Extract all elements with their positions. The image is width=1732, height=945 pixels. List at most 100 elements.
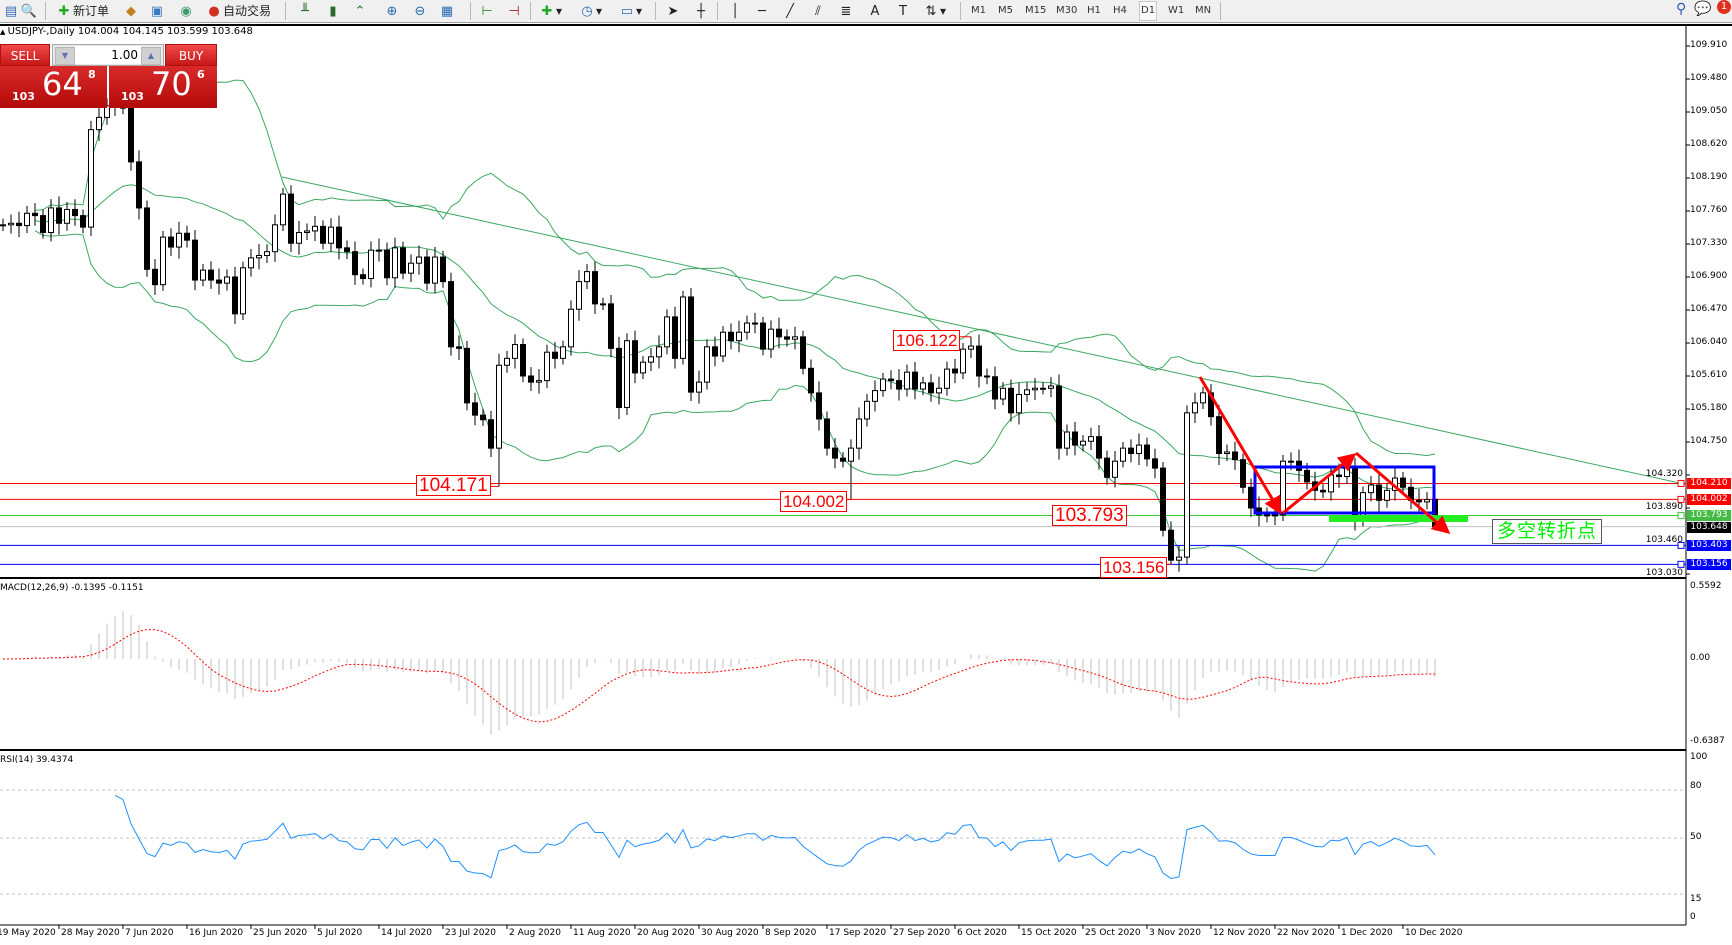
candle-bullish bbox=[24, 212, 30, 227]
price-line-label: 103.156 bbox=[1687, 559, 1731, 571]
data-window-icon[interactable]: 🔍 bbox=[20, 4, 38, 19]
zoom-out-icon[interactable]: ⊖ bbox=[414, 4, 426, 19]
date-axis-label: 27 Sep 2020 bbox=[893, 928, 951, 938]
bollinger-lower-band bbox=[34, 230, 1436, 572]
candlesticks-icon[interactable]: ▮ bbox=[329, 4, 337, 19]
rsi-label: RSI(14) 39.4374 bbox=[0, 755, 74, 765]
candle-bearish bbox=[1304, 469, 1310, 483]
sell-price-pips: 64 bbox=[42, 65, 83, 103]
buy-price[interactable]: 103 70 6 bbox=[109, 65, 217, 108]
equidistant-channel-icon[interactable]: ⫽ bbox=[815, 4, 821, 19]
candle-bullish bbox=[432, 256, 438, 284]
new-order-button[interactable]: ✚ 新订单 bbox=[55, 2, 109, 20]
timeframe-h4[interactable]: H4 bbox=[1113, 5, 1127, 16]
timeframe-d1[interactable]: D1 bbox=[1139, 1, 1158, 21]
arrows-icon[interactable]: ⇅ ▾ bbox=[925, 4, 947, 19]
candle-bullish bbox=[0, 224, 6, 227]
candle-bullish bbox=[560, 346, 566, 359]
line-handle-icon bbox=[1677, 560, 1685, 568]
candle-bearish bbox=[528, 375, 534, 383]
candle-bullish bbox=[272, 224, 278, 253]
chart-shift-icon[interactable]: ⊣ bbox=[508, 4, 520, 19]
candle-bullish bbox=[752, 322, 758, 325]
price-axis-label: 106.470 bbox=[1690, 304, 1728, 314]
candle-bullish bbox=[960, 348, 966, 374]
trendline-icon[interactable]: ╱ bbox=[786, 4, 794, 19]
candle-bearish bbox=[888, 378, 894, 382]
price-axis-label: 107.760 bbox=[1690, 205, 1728, 215]
zoom-in-icon[interactable]: ⊕ bbox=[386, 4, 398, 19]
candle-bullish bbox=[1200, 392, 1206, 404]
candle-bearish bbox=[608, 303, 614, 349]
candle-bullish bbox=[392, 247, 398, 279]
candle-bearish bbox=[352, 251, 358, 276]
candle-bearish bbox=[824, 418, 830, 449]
candle-bullish bbox=[1120, 447, 1126, 462]
timeframe-w1[interactable]: W1 bbox=[1168, 5, 1185, 16]
candle-bearish bbox=[216, 279, 222, 284]
text-label-icon[interactable]: T bbox=[899, 4, 907, 19]
horizontal-line-icon[interactable]: ─ bbox=[758, 4, 766, 19]
volume-increase-icon[interactable]: ▲ bbox=[141, 47, 161, 65]
date-axis-label: 5 Jul 2020 bbox=[317, 928, 363, 938]
price-annotation-label[interactable]: 104.002 bbox=[780, 491, 848, 512]
line-chart-icon[interactable]: ⌃ bbox=[354, 4, 366, 19]
notifications-icon[interactable]: 💬 bbox=[1694, 1, 1712, 17]
candle-bearish bbox=[464, 347, 470, 404]
fibonacci-icon[interactable]: ≣ bbox=[840, 4, 852, 19]
candle-bearish bbox=[592, 271, 598, 305]
candle-bullish bbox=[880, 378, 886, 392]
crosshair-icon[interactable]: ┼ bbox=[697, 4, 705, 19]
timeframe-h1[interactable]: H1 bbox=[1087, 5, 1101, 16]
price-annotation-label[interactable]: 103.793 bbox=[1052, 505, 1127, 526]
market-watch-icon[interactable]: ▤ bbox=[4, 4, 18, 19]
indicators-icon[interactable]: ✚ ▾ bbox=[541, 4, 563, 19]
chart-window[interactable] bbox=[0, 24, 1732, 945]
price-annotation-label[interactable]: 103.156 bbox=[1100, 557, 1168, 578]
price-annotation-label[interactable]: 106.122 bbox=[893, 330, 961, 351]
tile-windows-icon[interactable]: ▦ bbox=[440, 4, 454, 19]
cursor-icon[interactable]: ➤ bbox=[667, 4, 679, 19]
timeframe-m1[interactable]: M1 bbox=[971, 5, 986, 16]
price-axis-label: 109.050 bbox=[1690, 106, 1728, 116]
signals-icon[interactable]: ◉ bbox=[180, 4, 192, 19]
notification-badge[interactable]: 1 bbox=[1717, 0, 1731, 14]
pivot-note-label[interactable]: 多空转折点 bbox=[1492, 519, 1602, 544]
timeframe-m30[interactable]: M30 bbox=[1056, 5, 1078, 16]
toolbar-separator bbox=[655, 2, 656, 20]
timeframe-mn[interactable]: MN bbox=[1195, 5, 1212, 16]
strategy-tester-icon[interactable]: ◆ bbox=[126, 4, 136, 19]
sell-button[interactable]: SELL bbox=[0, 44, 50, 66]
periods-icon[interactable]: ◷ ▾ bbox=[581, 4, 603, 19]
candle-bullish bbox=[264, 251, 270, 257]
candle-bearish bbox=[360, 274, 366, 280]
terminal-icon[interactable]: ▣ bbox=[150, 4, 164, 19]
candle-bearish bbox=[1072, 431, 1078, 446]
toolbar-separator bbox=[960, 2, 961, 20]
price-annotation-label[interactable]: 104.171 bbox=[416, 475, 491, 496]
search-icon[interactable]: ⚲ bbox=[1676, 1, 1687, 17]
volume-stepper[interactable]: ▼ 1.00 ▲ bbox=[52, 44, 164, 66]
auto-scroll-icon[interactable]: ⊢ bbox=[481, 4, 493, 19]
candle-bullish bbox=[1088, 436, 1094, 442]
volume-decrease-icon[interactable]: ▼ bbox=[55, 47, 75, 65]
buy-button[interactable]: BUY bbox=[165, 44, 217, 66]
auto-trading-button[interactable]: ● 自动交易 bbox=[205, 2, 271, 20]
bar-chart-icon[interactable]: ╨ bbox=[301, 4, 309, 19]
candle-bearish bbox=[344, 247, 350, 253]
text-icon[interactable]: A bbox=[870, 4, 880, 19]
timeframe-m5[interactable]: M5 bbox=[998, 5, 1013, 16]
timeframe-m15[interactable]: M15 bbox=[1025, 5, 1047, 16]
candle-bullish bbox=[248, 257, 254, 269]
date-axis-label: 15 Oct 2020 bbox=[1021, 928, 1077, 938]
red-arrow-icon bbox=[1355, 451, 1451, 534]
candle-bearish bbox=[1160, 467, 1166, 531]
vertical-line-icon[interactable]: │ bbox=[731, 4, 739, 19]
volume-input[interactable]: 1.00 bbox=[75, 46, 141, 64]
templates-icon[interactable]: ▭ ▾ bbox=[620, 4, 643, 19]
date-axis-label: 11 Aug 2020 bbox=[573, 928, 631, 938]
sell-price-fraction: 8 bbox=[88, 68, 96, 81]
sell-price[interactable]: 103 64 8 bbox=[0, 65, 107, 108]
price-axis-label: 106.900 bbox=[1690, 271, 1728, 281]
